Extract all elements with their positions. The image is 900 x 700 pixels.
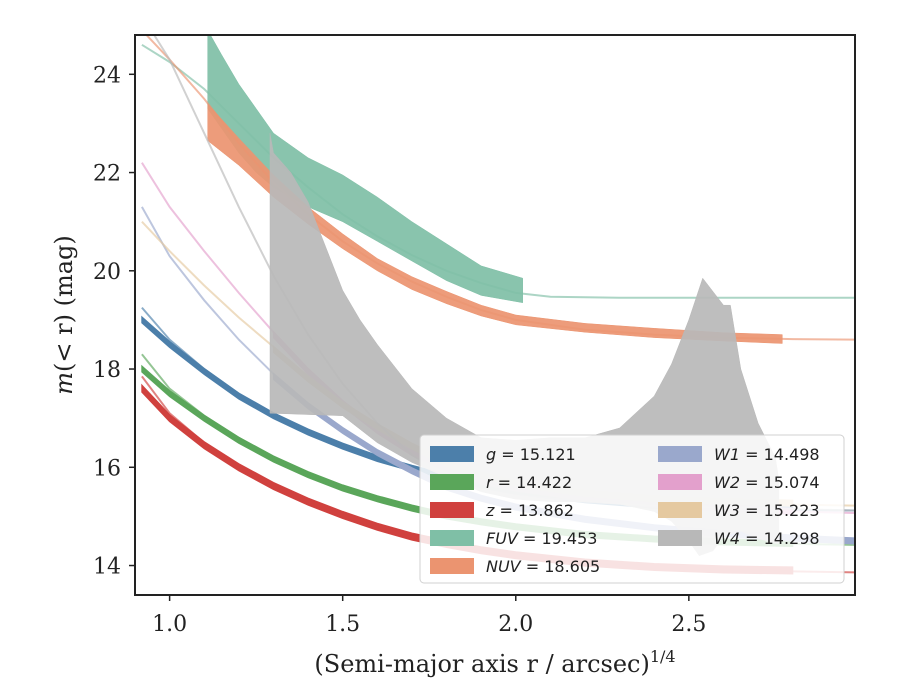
legend-equals: =	[740, 529, 764, 548]
legend-band-name: r	[486, 473, 494, 492]
legend-swatch-fuv	[430, 530, 474, 546]
legend-swatch-r	[430, 474, 474, 490]
legend-value: 19.453	[541, 529, 597, 548]
legend: g = 15.121 r = 14.422 z = 13.862 FUV = 19.4…	[419, 434, 845, 584]
legend-label-z: z = 13.862	[485, 501, 574, 520]
x-axis-label-sup: 1/4	[650, 647, 676, 666]
y-axis-label-text: (< r) (mag)	[50, 235, 78, 372]
legend-label-nuv: NUV = 18.605	[486, 557, 600, 576]
legend-swatch-nuv	[430, 558, 474, 574]
legend-value: 18.605	[544, 557, 600, 576]
legend-equals: =	[740, 473, 764, 492]
legend-swatch-w3	[658, 502, 702, 518]
legend-band-name: W4	[714, 529, 740, 548]
x-tick-label: 1.5	[325, 612, 360, 637]
legend-label-w2: W2 = 15.074	[714, 473, 820, 492]
legend-band-name: W3	[714, 501, 740, 520]
y-axis-label: m(< r) (mag)	[50, 235, 78, 395]
legend-label-w3: W3 = 15.223	[714, 501, 820, 520]
legend-band-name: NUV	[486, 557, 522, 576]
legend-value: 13.862	[518, 501, 574, 520]
legend-equals: =	[518, 529, 542, 548]
x-tick-label: 2.0	[498, 612, 533, 637]
legend-band-name: W1	[714, 445, 740, 464]
legend-equals: =	[493, 473, 517, 492]
y-tick-label: 20	[93, 260, 121, 285]
legend-label-w1: W1 = 14.498	[714, 445, 820, 464]
legend-value: 15.121	[520, 445, 576, 464]
y-axis-label-m: m	[50, 372, 78, 395]
legend-swatch-z	[430, 502, 474, 518]
legend-equals: =	[740, 445, 764, 464]
legend-band-name: FUV	[486, 529, 519, 548]
legend-value: 15.074	[764, 473, 820, 492]
legend-label-g: g = 15.121	[486, 445, 576, 464]
plot-frame	[134, 34, 856, 596]
legend-band-name: W2	[714, 473, 740, 492]
x-tick-label: 2.5	[671, 612, 706, 637]
x-axis-label: (Semi-major axis r / arcsec)1/4	[314, 647, 675, 678]
axis-ticks: 1.0 1.5 2.0 2.5 14 16 18 20 22 24	[93, 63, 706, 637]
legend-label-w4: W4 = 14.298	[714, 529, 820, 548]
x-tick-label: 1.0	[152, 612, 187, 637]
legend-equals: =	[494, 501, 518, 520]
legend-value: 15.223	[764, 501, 820, 520]
x-axis-label-text: (Semi-major axis r / arcsec)	[314, 650, 649, 678]
y-tick-label: 24	[93, 63, 121, 88]
legend-box	[419, 434, 845, 584]
y-tick-label: 14	[93, 555, 121, 580]
y-tick-label: 18	[93, 358, 121, 383]
legend-swatch-w4	[658, 530, 702, 546]
legend-swatch-w1	[658, 446, 702, 462]
legend-swatch-w2	[658, 474, 702, 490]
legend-value: 14.298	[764, 529, 820, 548]
legend-value: 14.498	[764, 445, 820, 464]
legend-label-fuv: FUV = 19.453	[486, 529, 597, 548]
legend-swatch-g	[430, 446, 474, 462]
legend-equals: =	[496, 445, 520, 464]
legend-band-name: g	[486, 445, 496, 464]
legend-band-name: z	[485, 501, 495, 520]
legend-label-r: r = 14.422	[486, 473, 572, 492]
legend-value: 14.422	[516, 473, 572, 492]
series-nuv-data-band	[207, 103, 783, 344]
legend-equals: =	[521, 557, 545, 576]
y-tick-label: 22	[93, 162, 121, 187]
y-tick-label: 16	[93, 456, 121, 481]
legend-equals: =	[740, 501, 764, 520]
